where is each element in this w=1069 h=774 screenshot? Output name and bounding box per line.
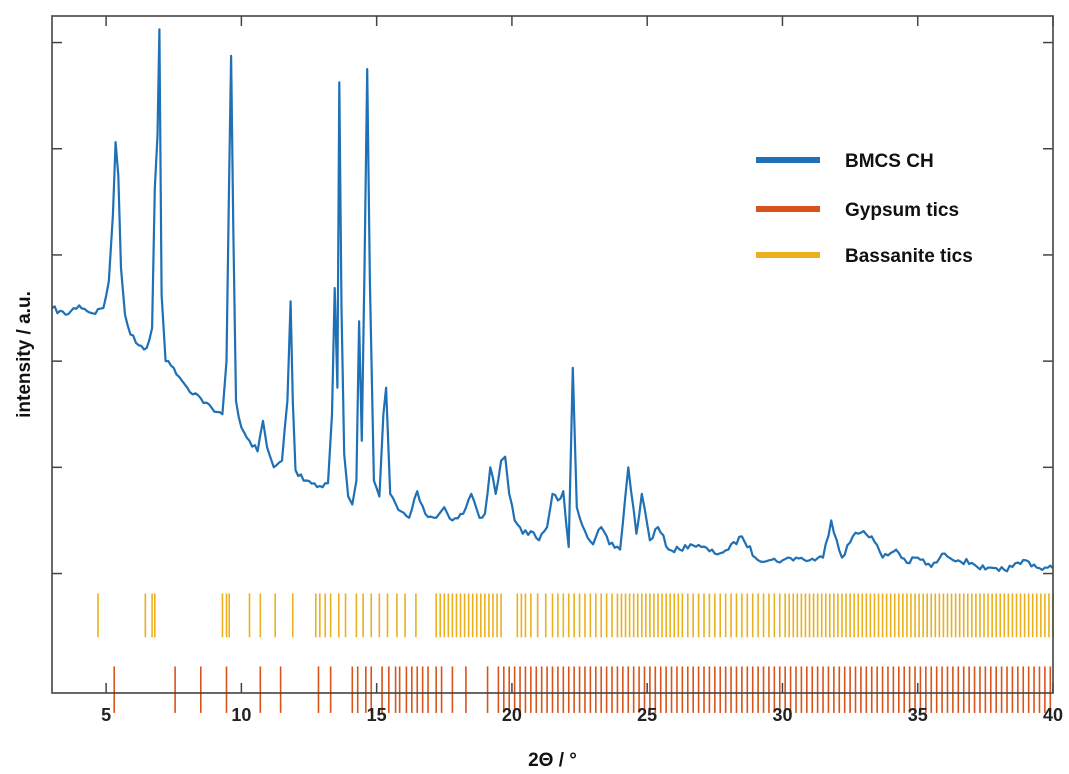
x-axis-ticks: 5 10 15 20 25 30 35 40 [101,16,1063,725]
bassanite-tics [97,593,1054,638]
x-tick-label: 10 [231,705,251,725]
x-tick-label: 25 [637,705,657,725]
x-tick-label: 20 [502,705,522,725]
x-tick-label: 35 [908,705,928,725]
legend-label-bassanite-tics: Bassanite tics [845,246,973,267]
x-tick-label: 40 [1043,705,1063,725]
legend: BMCS CH Gypsum tics Bassanite tics [756,151,973,267]
gypsum-tics [113,666,1052,713]
x-tick-label: 30 [772,705,792,725]
series-line-bmcs-ch [51,28,1054,573]
y-axis-ticks [52,41,1053,575]
legend-label-bmcs-ch: BMCS CH [845,151,934,172]
x-axis-label: 2Θ / ° [528,750,577,771]
x-tick-label: 15 [367,705,387,725]
plot-area-frame [51,15,1054,694]
x-tick-label: 5 [101,705,111,725]
legend-label-gypsum-tics: Gypsum tics [845,200,959,221]
y-axis-label: intensity / a.u. [14,291,35,418]
